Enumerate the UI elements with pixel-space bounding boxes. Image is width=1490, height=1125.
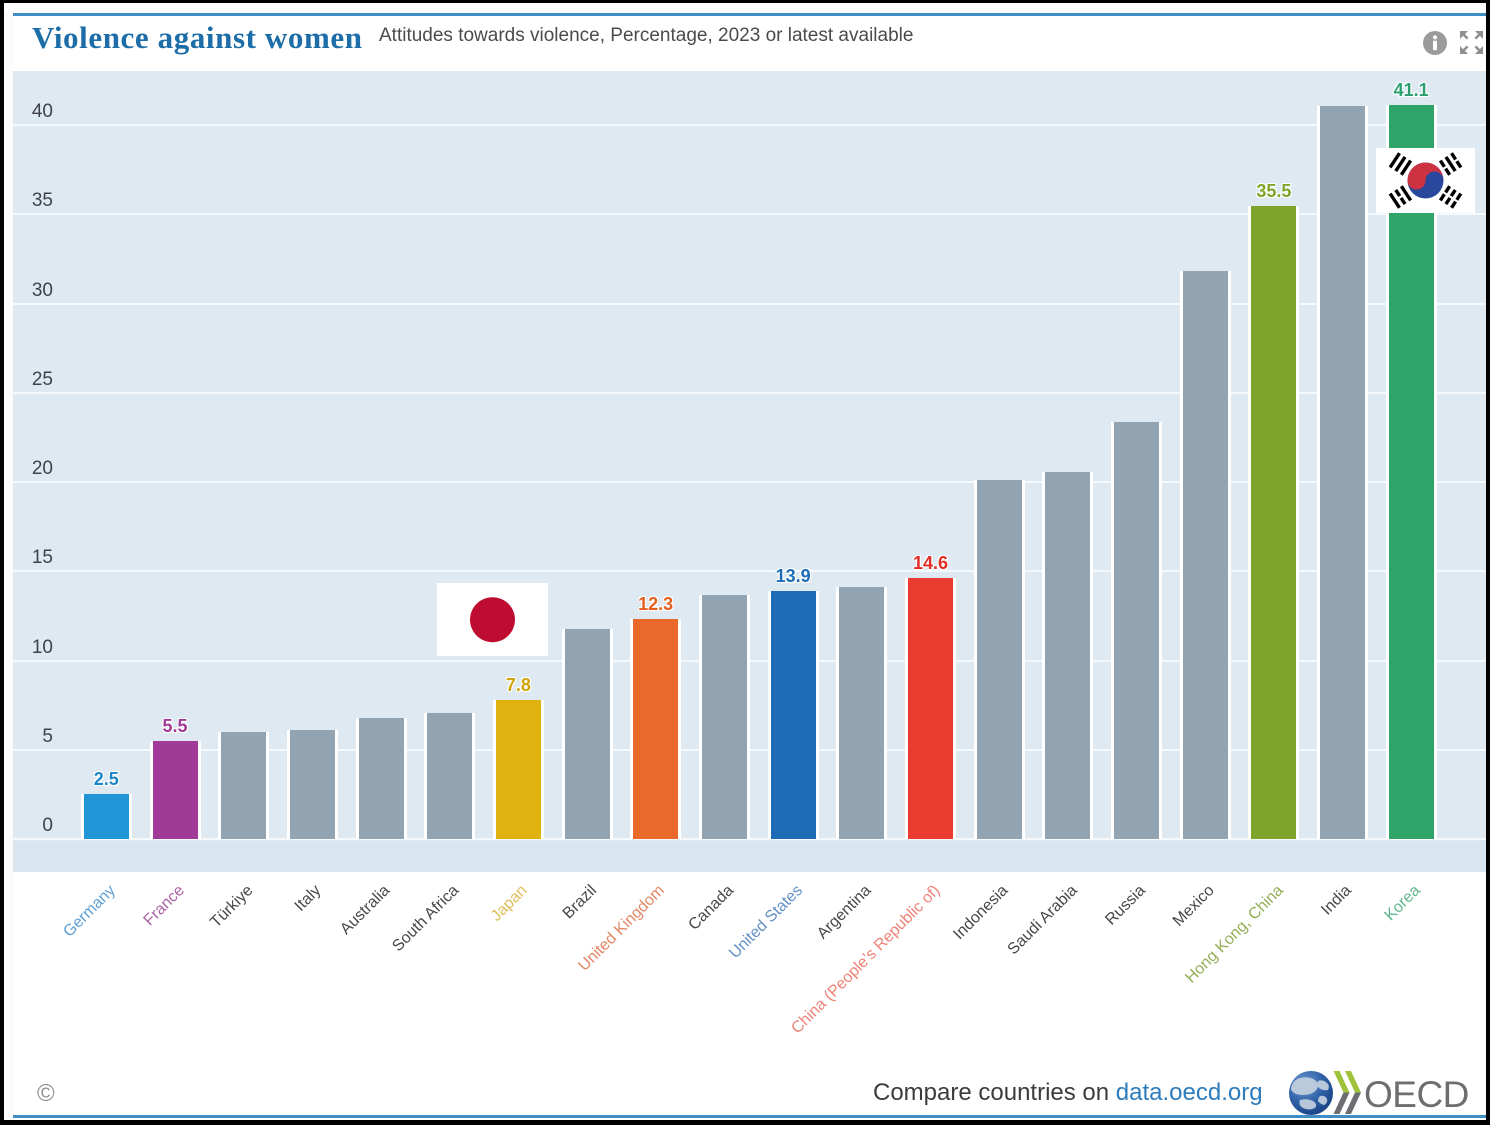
- svg-text:OECD: OECD: [1364, 1074, 1469, 1115]
